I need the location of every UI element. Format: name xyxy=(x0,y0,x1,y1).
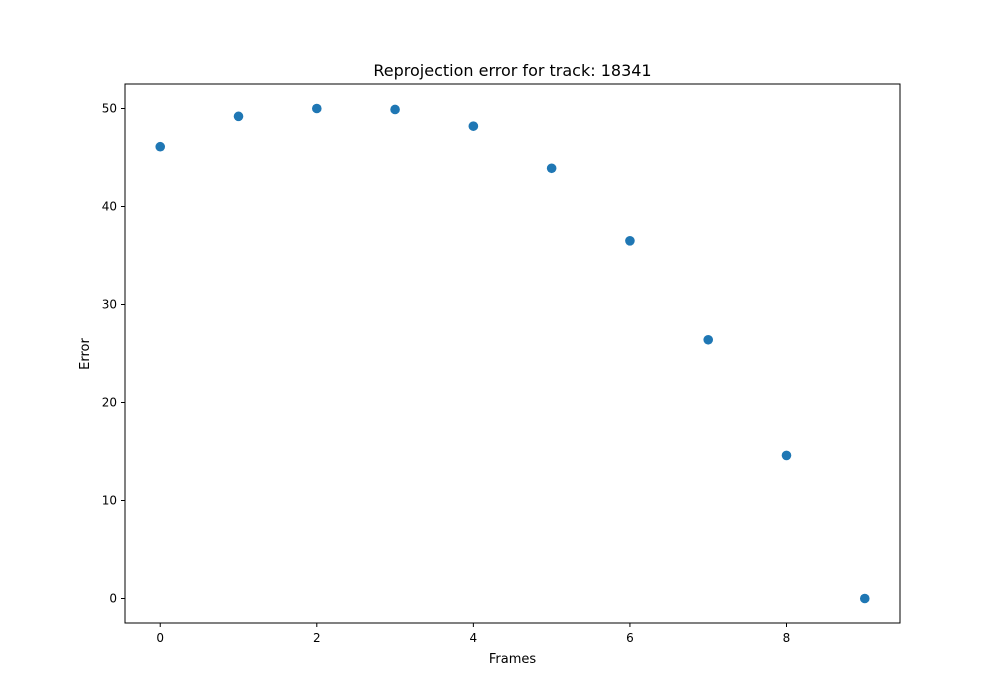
x-tick-label: 4 xyxy=(470,631,478,645)
plot-area-frame xyxy=(124,83,901,624)
y-tick-label: 20 xyxy=(102,396,117,410)
data-point xyxy=(390,104,400,115)
data-points xyxy=(155,103,870,604)
axis-ticks: 0 2 4 6 8 0 10 20 30 40 50 xyxy=(102,102,791,646)
x-tick-label: 6 xyxy=(626,631,634,645)
y-axis-label: Error xyxy=(78,338,93,370)
y-tick-label: 0 xyxy=(109,592,117,606)
data-point xyxy=(781,450,792,461)
data-point xyxy=(625,236,635,246)
data-point xyxy=(703,334,714,345)
data-point xyxy=(233,111,244,122)
data-point xyxy=(859,593,870,604)
y-tick-label: 40 xyxy=(102,200,117,214)
data-point xyxy=(311,103,322,114)
data-point xyxy=(546,163,557,174)
y-tick-label: 10 xyxy=(102,494,117,508)
chart-title: Reprojection error for track: 18341 xyxy=(373,61,651,80)
x-tick-label: 0 xyxy=(156,631,164,645)
y-tick-label: 50 xyxy=(102,102,117,116)
x-tick-label: 2 xyxy=(313,631,321,645)
data-point xyxy=(468,121,479,131)
x-axis-label: Frames xyxy=(489,652,537,667)
y-tick-label: 30 xyxy=(102,298,117,312)
x-tick-label: 8 xyxy=(783,631,791,645)
data-point xyxy=(155,141,166,152)
